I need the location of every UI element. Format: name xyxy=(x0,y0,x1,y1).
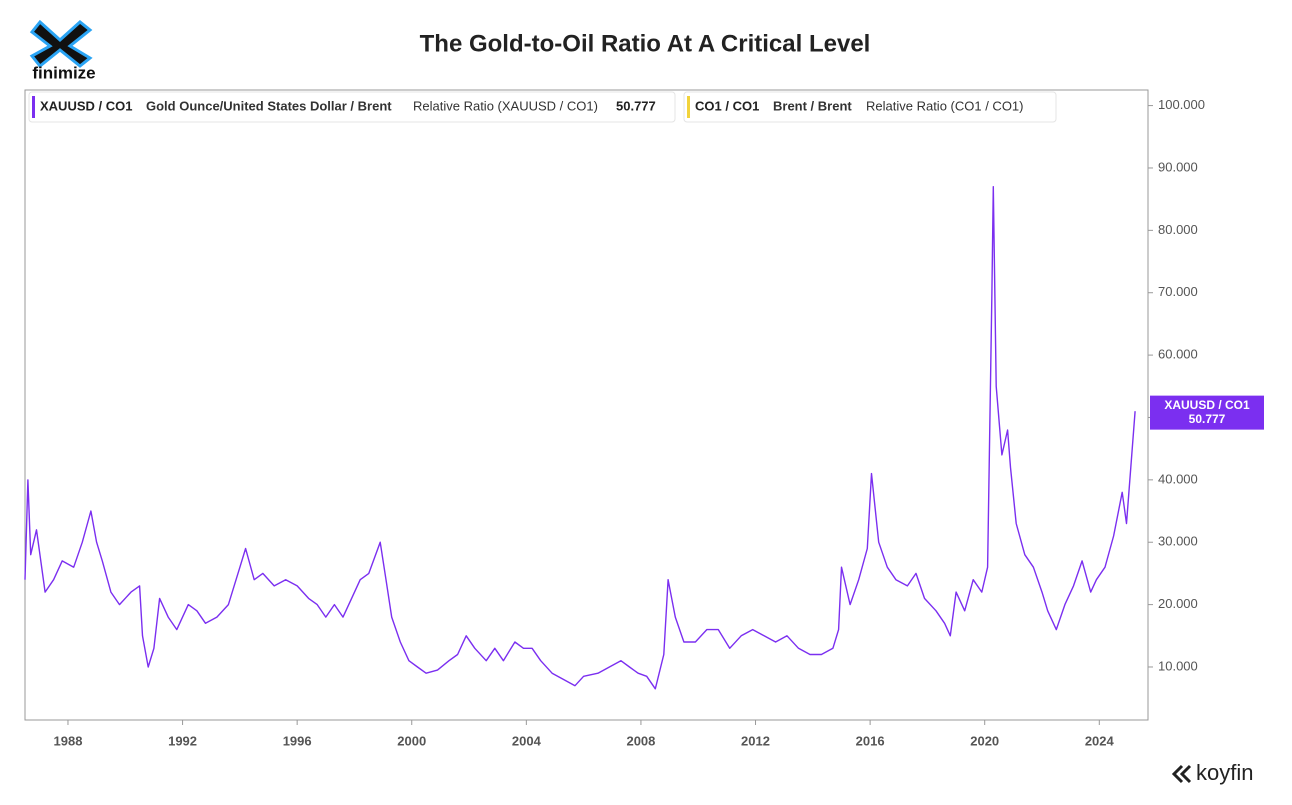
y-tick-label: 90.000 xyxy=(1158,159,1198,174)
x-tick-label: 2012 xyxy=(741,733,770,748)
y-tick-label: 30.000 xyxy=(1158,534,1198,549)
last-value-name: XAUUSD / CO1 xyxy=(1164,398,1250,412)
data-line xyxy=(24,186,1136,690)
legend-name: XAUUSD / CO1 xyxy=(40,98,132,113)
legend-ratio: Relative Ratio (XAUUSD / CO1) xyxy=(413,98,598,113)
y-tick-label: 100.000 xyxy=(1158,97,1205,112)
legend-swatch xyxy=(687,96,690,118)
legend-ratio: Relative Ratio (CO1 / CO1) xyxy=(866,98,1024,113)
legend-name: CO1 / CO1 xyxy=(695,98,759,113)
y-tick-label: 40.000 xyxy=(1158,471,1198,486)
legend-box xyxy=(28,91,676,123)
x-tick-label: 2000 xyxy=(397,733,426,748)
logo-icon xyxy=(29,19,93,69)
x-tick-label: 2020 xyxy=(970,733,999,748)
y-tick-label: 80.000 xyxy=(1158,222,1198,237)
y-tick-label: 70.000 xyxy=(1158,284,1198,299)
legend-swatch xyxy=(32,96,35,118)
legend-value: 50.777 xyxy=(616,98,656,113)
x-tick-label: 1992 xyxy=(168,733,197,748)
y-tick-label: 10.000 xyxy=(1158,658,1198,673)
source: koyfin xyxy=(1196,760,1253,785)
legend-box xyxy=(683,91,1057,123)
brand: finimize xyxy=(32,63,95,82)
last-value-label: 50.777 xyxy=(1189,412,1226,426)
legend: XAUUSD / CO1 Gold Ounce/United States Do… xyxy=(28,91,1057,123)
last-value-box xyxy=(1150,395,1264,430)
chart-title: The Gold-to-Oil Ratio At A Critical Leve… xyxy=(420,30,871,57)
legend-description: Gold Ounce/United States Dollar / Brent xyxy=(146,98,392,113)
y-tick-label: 60.000 xyxy=(1158,347,1198,362)
x-tick-label: 1996 xyxy=(283,733,312,748)
y-tick-label: 20.000 xyxy=(1158,596,1198,611)
x-tick-label: 2016 xyxy=(856,733,885,748)
source-logo xyxy=(1171,764,1192,784)
legend-description: Brent / Brent xyxy=(773,98,852,113)
x-tick-label: 2024 xyxy=(1085,733,1115,748)
plot-frame xyxy=(24,89,1149,721)
x-tick-label: 2004 xyxy=(512,733,542,748)
x-tick-label: 1988 xyxy=(54,733,83,748)
x-tick-label: 2008 xyxy=(626,733,655,748)
